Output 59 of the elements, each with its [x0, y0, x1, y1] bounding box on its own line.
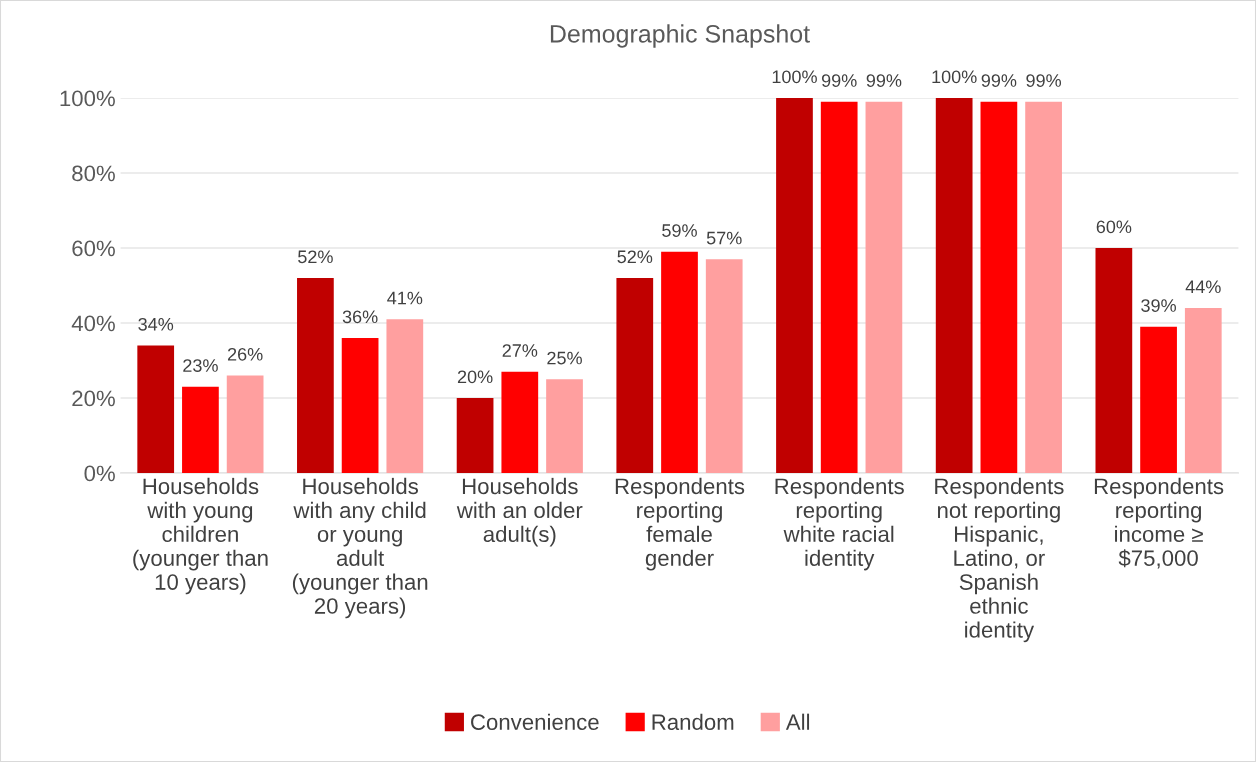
bar	[386, 319, 424, 473]
data-label: 59%	[662, 224, 697, 237]
data-label: 99%	[866, 74, 902, 87]
bar	[1025, 101, 1062, 473]
bar	[297, 278, 334, 473]
bar	[661, 251, 698, 473]
data-label: 25%	[547, 351, 582, 365]
bar	[1184, 308, 1222, 473]
data-label: 57%	[706, 231, 742, 245]
data-label: 34%	[138, 317, 174, 331]
data-label: 36%	[342, 310, 378, 324]
bar	[456, 398, 494, 473]
data-label: 44%	[1185, 280, 1221, 294]
y-tick-label: 80%	[72, 165, 115, 182]
chart-title: Demographic Snapshot	[550, 24, 810, 48]
bar	[616, 278, 654, 473]
y-tick-label: 40%	[71, 315, 115, 332]
data-label: 26%	[227, 347, 263, 361]
bar	[182, 386, 219, 473]
data-label: 99%	[1026, 74, 1062, 87]
x-tick-label: Households with an older adult(s)	[456, 477, 583, 547]
x-tick-label: Respondents reporting income ≥ $75,000	[1094, 477, 1224, 569]
data-label: 39%	[1141, 299, 1176, 312]
bar	[776, 98, 813, 473]
bar	[226, 375, 264, 473]
bar	[935, 98, 973, 473]
bar	[546, 379, 583, 473]
y-tick-label: 20%	[72, 390, 115, 407]
data-label: 100%	[932, 70, 977, 84]
data-label: 99%	[821, 74, 857, 87]
bar	[137, 345, 175, 473]
data-label: 100%	[772, 70, 817, 84]
bar	[705, 259, 743, 473]
y-tick-label: 100%	[60, 90, 115, 107]
data-label: 27%	[502, 344, 538, 357]
bar	[1095, 248, 1133, 473]
data-label: 52%	[298, 250, 333, 264]
legend-label: Convenience	[471, 713, 599, 730]
bar	[501, 371, 539, 473]
bar	[1140, 326, 1177, 473]
data-label: 99%	[981, 74, 1017, 87]
x-tick-label: Respondents reporting white racial identity	[775, 477, 904, 571]
x-tick-label: Respondents not reporting Hispanic, Latino, or Spanish ethnic identity	[935, 477, 1064, 643]
bar	[865, 101, 903, 473]
x-tick-label: Households with young children (younger than 10 years)	[133, 477, 268, 595]
legend-label: Random	[652, 713, 734, 730]
legend-label: All	[785, 713, 810, 730]
data-label: 23%	[183, 359, 218, 372]
data-label: 41%	[387, 291, 423, 305]
y-tick-label: 0%	[84, 465, 115, 482]
x-tick-label: Households with any child or young adult (younger than 20 years)	[292, 477, 428, 619]
bar	[820, 101, 858, 473]
y-tick-label: 60%	[72, 240, 115, 257]
data-label: 20%	[457, 370, 493, 384]
x-tick-label: Respondents reporting female gender	[615, 477, 745, 571]
data-label: 60%	[1096, 220, 1132, 234]
bar	[341, 338, 379, 473]
bar	[980, 101, 1018, 473]
data-label: 52%	[617, 250, 653, 264]
